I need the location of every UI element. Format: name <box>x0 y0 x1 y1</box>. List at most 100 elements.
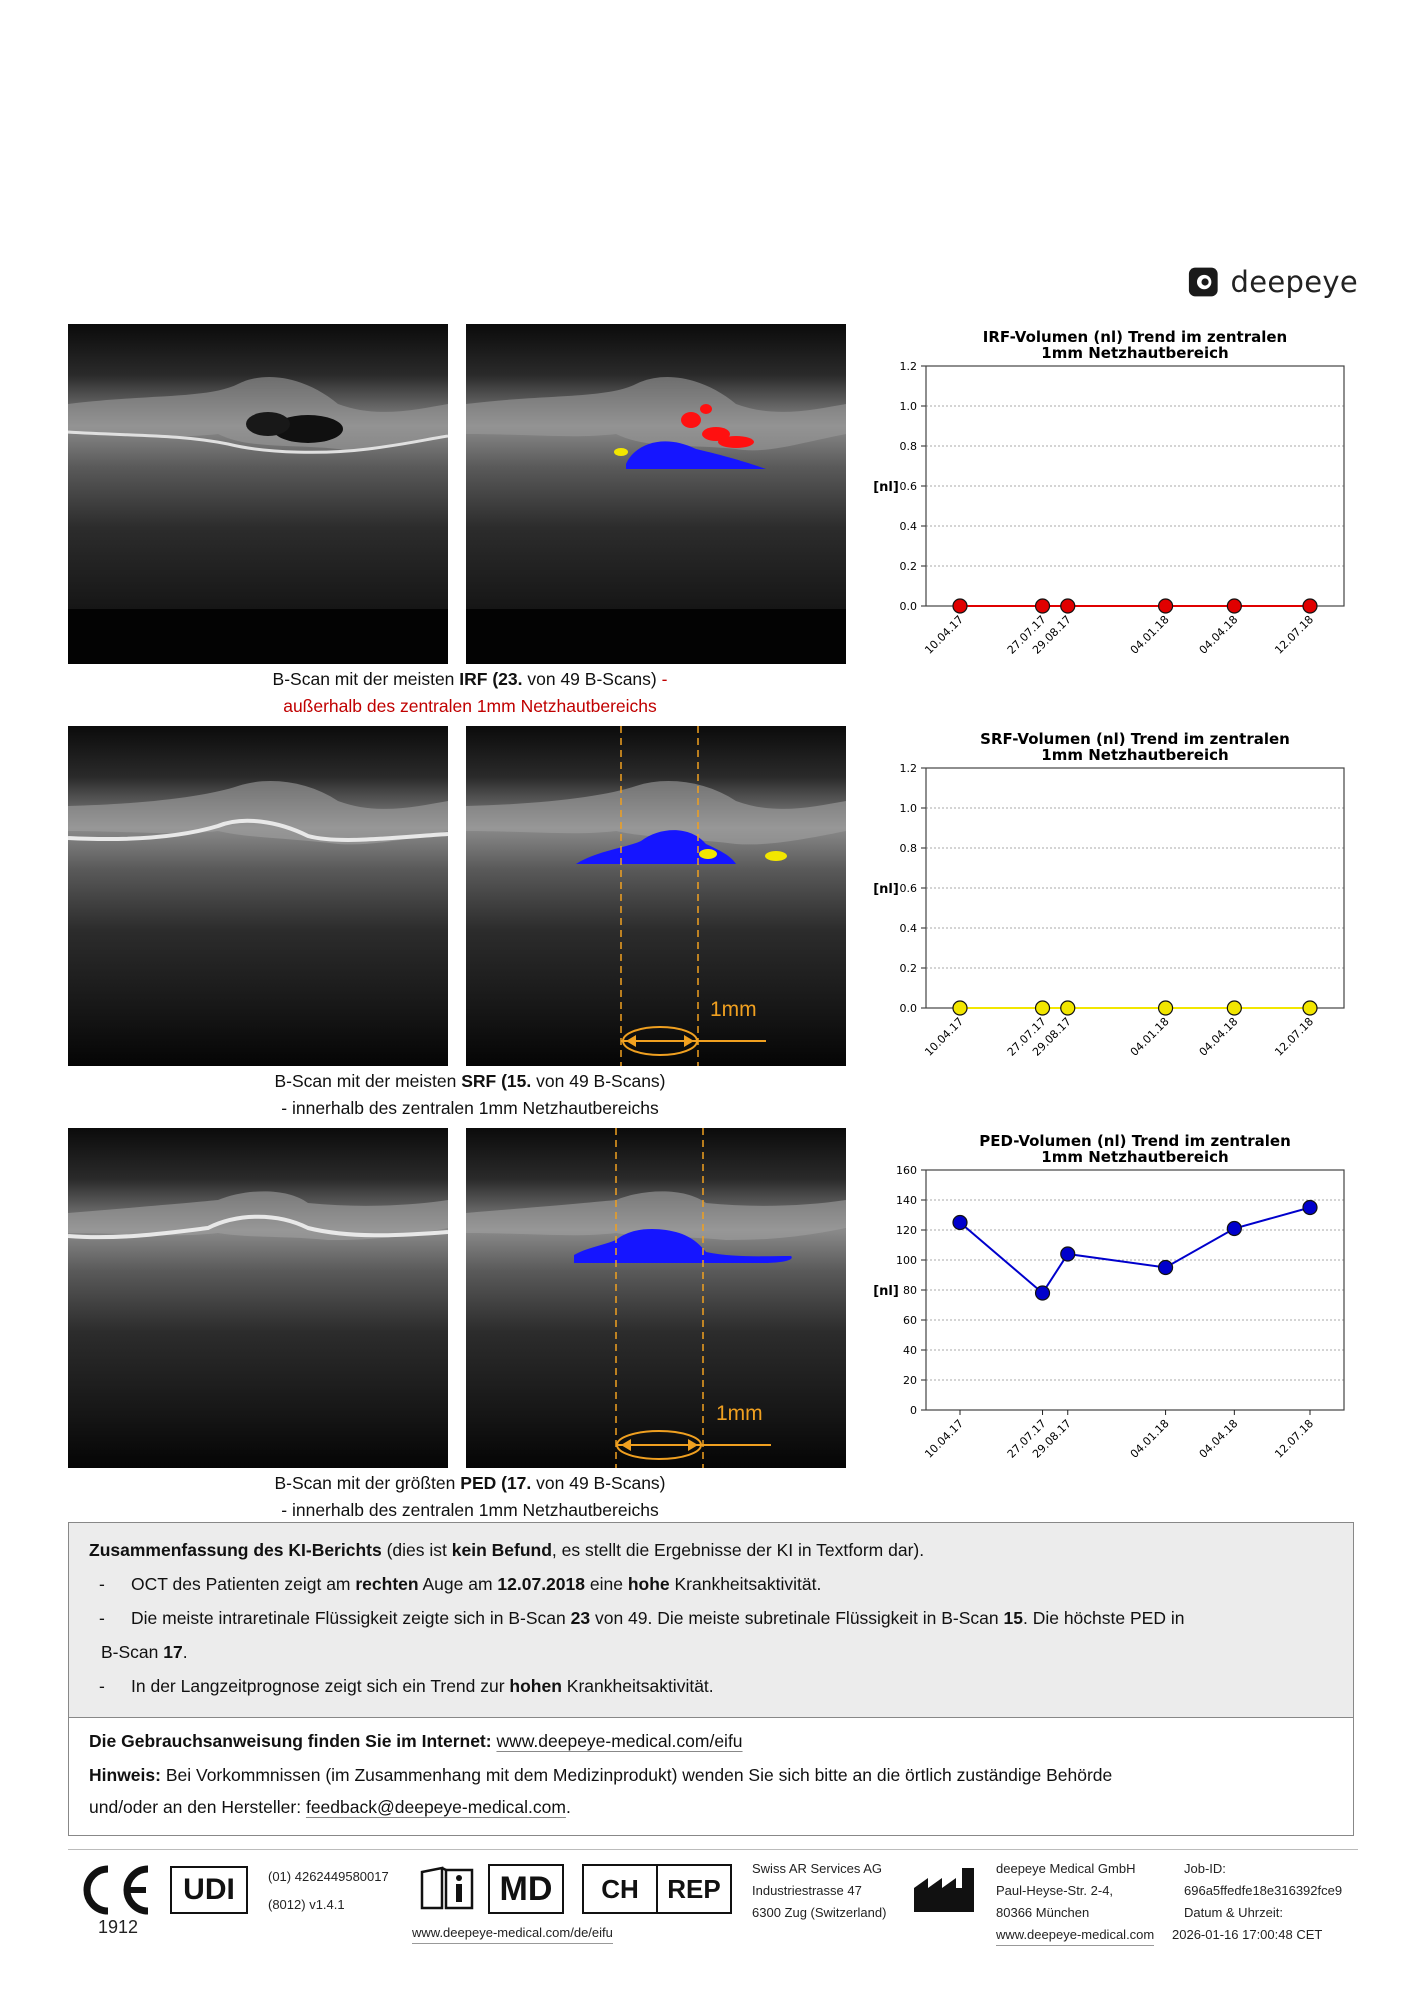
srf-overlay <box>699 849 717 859</box>
y-tick-label: 100 <box>896 1254 917 1267</box>
bullet-dash: - <box>99 1676 105 1696</box>
ifu-link[interactable]: www.deepeye-medical.com/eifu <box>496 1731 743 1751</box>
bullet-dash: - <box>99 1574 105 1594</box>
data-point <box>952 1214 968 1231</box>
y-tick-label: 0.4 <box>900 520 918 533</box>
y-tick-label: 0.8 <box>900 440 918 453</box>
deepeye-logo: deepeye <box>1188 264 1358 300</box>
chart-title-line-2: 1mm Netzhautbereich <box>1041 344 1228 362</box>
eifu-link[interactable]: www.deepeye-medical.com/de/eifu <box>412 1922 613 1944</box>
footer-divider <box>68 1849 1358 1850</box>
y-tick-label: 1.2 <box>900 360 918 373</box>
factory-icon <box>914 1868 974 1912</box>
ce-mark <box>76 1864 154 1921</box>
caption-srf: B-Scan mit der meisten SRF (15. von 49 B… <box>274 1071 666 1118</box>
y-tick-label: 0.0 <box>900 1002 918 1015</box>
mfr-street: Paul-Heyse-Str. 2-4, <box>996 1883 1114 1898</box>
data-point <box>1226 1000 1242 1016</box>
data-point <box>1302 1000 1318 1016</box>
note-line-2: und/oder an den Hersteller: feedback@dee… <box>89 1797 571 1817</box>
data-point <box>1302 598 1318 614</box>
x-tick-label: 12.07.18 <box>1272 1015 1316 1059</box>
data-point <box>1302 1199 1318 1216</box>
data-point <box>1157 1259 1174 1276</box>
caption-irf: B-Scan mit der meisten IRF (23. von 49 B… <box>272 669 668 716</box>
date-value: 2026-01-16 17:00:48 CET <box>1172 1927 1323 1942</box>
data-point <box>1060 1000 1076 1016</box>
y-tick-label: 60 <box>903 1314 917 1327</box>
oct-scan-srf-original <box>68 726 448 1066</box>
y-tick-label: 120 <box>896 1224 917 1237</box>
y-tick-label: 0.6 <box>900 480 918 493</box>
y-tick-label: 0.2 <box>900 560 918 573</box>
irf-overlay <box>681 404 754 448</box>
ai-summary-box: Zusammenfassung des KI-Berichts (dies is… <box>68 1522 1354 1718</box>
x-tick-label: 04.01.18 <box>1128 613 1172 657</box>
y-axis-label: [nl] <box>873 882 899 897</box>
y-tick-label: 0.0 <box>900 600 918 613</box>
scale-label: 1mm <box>716 1402 763 1425</box>
y-tick-label: 140 <box>896 1194 917 1207</box>
x-tick-label: 04.04.18 <box>1197 613 1241 657</box>
mfr-link[interactable]: www.deepeye-medical.com <box>996 1924 1155 1946</box>
data-point <box>952 1000 968 1016</box>
data-point <box>1226 598 1242 614</box>
y-axis-label: [nl] <box>873 1284 899 1299</box>
y-tick-label: 0.2 <box>900 962 918 975</box>
x-tick-label: 10.04.17 <box>922 1015 966 1059</box>
x-tick-label: 04.01.18 <box>1128 1417 1172 1461</box>
job-label: Job-ID: <box>1184 1861 1226 1876</box>
summary-bullet-2-cont: B-Scan 17. <box>101 1642 188 1662</box>
feedback-email-link[interactable]: feedback@deepeye-medical.com <box>305 1797 566 1817</box>
job-id: 696a5ffedfe18e316392fce9 <box>1184 1883 1343 1898</box>
book-info-icon <box>420 1866 474 1910</box>
x-tick-label: 10.04.17 <box>922 613 966 657</box>
oct-scan-irf-segmented <box>466 324 846 664</box>
rep-street: Industriestrasse 47 <box>752 1883 862 1898</box>
chart-title-line-1: SRF-Volumen (nl) Trend im zentralen <box>980 730 1290 748</box>
ce-mark-icon <box>83 1865 149 1915</box>
y-tick-label: 1.0 <box>900 802 918 815</box>
note-line: Hinweis: Bei Vorkommnissen (im Zusammenh… <box>89 1765 1113 1785</box>
x-tick-label: 10.04.17 <box>922 1417 966 1461</box>
ce-number: 1912 <box>98 1917 139 1937</box>
srf-overlay <box>614 448 628 456</box>
plot-frame <box>925 1169 1345 1411</box>
chart-title-line-1: IRF-Volumen (nl) Trend im zentralen <box>983 328 1287 346</box>
data-point <box>1060 598 1076 614</box>
data-point <box>952 598 968 614</box>
srf-trend-chart: SRF-Volumen (nl) Trend im zentralen 1mm N… <box>866 726 1356 1086</box>
rep-label: REP <box>667 1873 721 1904</box>
y-tick-label: 160 <box>896 1164 917 1177</box>
y-tick-label: 0 <box>910 1404 917 1417</box>
oct-scan-ped-original <box>68 1128 448 1468</box>
irf-trend-chart: IRF-Volumen (nl) Trend im zentralen 1mm N… <box>866 324 1356 684</box>
logo-text: deepeye <box>1230 265 1358 299</box>
udi-symbol: UDI <box>170 1866 248 1914</box>
data-point <box>1157 1000 1174 1016</box>
summary-title: Zusammenfassung des KI-Berichts (dies is… <box>89 1540 925 1560</box>
oct-scan-irf-original <box>68 324 448 664</box>
mfr-name: deepeye Medical GmbH <box>996 1861 1136 1876</box>
chart-title-line-2: 1mm Netzhautbereich <box>1041 1148 1228 1166</box>
oct-scan-ped-segmented: 1mm <box>466 1128 846 1468</box>
udi-line-1: (01) 4262449580017 <box>268 1869 389 1884</box>
ped-overlay <box>574 1229 792 1263</box>
x-tick-label: 04.04.18 <box>1197 1417 1241 1461</box>
deepeye-eye-icon <box>1188 267 1218 297</box>
info-box: Die Gebrauchsanweisung finden Sie im Int… <box>68 1718 1354 1836</box>
chart-title-line-1: PED-Volumen (nl) Trend im zentralen <box>979 1132 1291 1150</box>
y-axis-label: [nl] <box>873 480 899 495</box>
x-tick-label: 12.07.18 <box>1272 1417 1316 1461</box>
y-tick-label: 1.2 <box>900 762 918 775</box>
oct-scan-srf-segmented: 1mm <box>466 726 846 1066</box>
bullet-dash: - <box>99 1608 105 1628</box>
ch-label: CH <box>584 1866 658 1912</box>
ped-overlay <box>626 441 766 469</box>
x-tick-label: 04.01.18 <box>1128 1015 1172 1059</box>
ifu-icon <box>418 1864 476 1917</box>
md-symbol: MD <box>488 1864 564 1914</box>
y-tick-label: 40 <box>903 1344 917 1357</box>
